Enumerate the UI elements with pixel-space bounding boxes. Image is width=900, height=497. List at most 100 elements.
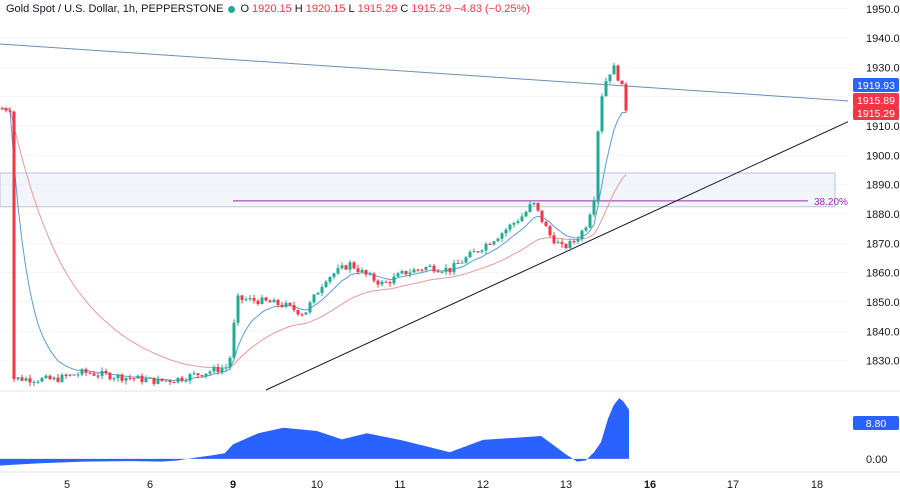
candle-body[interactable] (296, 310, 300, 315)
candle-body[interactable] (172, 382, 176, 384)
candle-body[interactable] (600, 96, 604, 132)
candle-body[interactable] (104, 371, 108, 374)
candle-body[interactable] (348, 262, 352, 270)
candle-body[interactable] (268, 300, 272, 303)
candle-body[interactable] (0, 108, 4, 110)
candle-body[interactable] (408, 272, 412, 275)
candle-body[interactable] (528, 204, 532, 212)
candle-body[interactable] (404, 270, 408, 275)
candle-body[interactable] (316, 292, 320, 295)
candle-body[interactable] (68, 374, 72, 376)
candle-body[interactable] (96, 375, 100, 377)
candle-body[interactable] (580, 230, 584, 240)
candle-body[interactable] (272, 299, 276, 303)
candle-body[interactable] (8, 110, 12, 112)
candle-body[interactable] (504, 229, 508, 234)
candle-body[interactable] (328, 276, 332, 282)
candle-body[interactable] (612, 65, 616, 75)
candle-body[interactable] (248, 298, 252, 300)
candle-body[interactable] (576, 239, 580, 242)
candle-body[interactable] (36, 381, 40, 383)
candle-body[interactable] (448, 267, 452, 273)
candle-body[interactable] (536, 202, 540, 211)
candle-body[interactable] (452, 263, 456, 273)
candle-body[interactable] (252, 298, 256, 301)
candle-body[interactable] (608, 74, 612, 82)
candle-body[interactable] (188, 374, 192, 381)
candle-body[interactable] (244, 299, 248, 301)
candle-body[interactable] (276, 299, 280, 305)
candle-body[interactable] (284, 302, 288, 307)
candle-body[interactable] (424, 267, 428, 270)
candle-body[interactable] (532, 202, 536, 205)
candle-body[interactable] (516, 221, 520, 223)
candle-body[interactable] (340, 265, 344, 269)
candle-body[interactable] (336, 268, 340, 274)
candle-body[interactable] (12, 111, 16, 380)
candle-body[interactable] (616, 65, 620, 81)
candle-body[interactable] (56, 377, 60, 382)
candle-body[interactable] (376, 280, 380, 285)
candle-body[interactable] (556, 242, 560, 244)
candle-body[interactable] (368, 273, 372, 275)
candle-body[interactable] (116, 374, 120, 379)
candle-body[interactable] (624, 84, 628, 111)
candle-body[interactable] (160, 378, 164, 381)
candle-body[interactable] (164, 380, 168, 382)
candle-body[interactable] (380, 281, 384, 285)
candle-body[interactable] (216, 367, 220, 373)
candle-body[interactable] (136, 375, 140, 379)
candle-body[interactable] (620, 80, 624, 85)
candle-body[interactable] (128, 377, 132, 379)
candle-body[interactable] (320, 286, 324, 293)
candle-body[interactable] (420, 269, 424, 271)
candle-body[interactable] (300, 314, 304, 316)
candle-body[interactable] (360, 270, 364, 273)
candle-body[interactable] (192, 373, 196, 375)
fast-moving-average[interactable] (1, 108, 627, 382)
candle-body[interactable] (548, 226, 552, 236)
candle-body[interactable] (232, 322, 236, 358)
candle-body[interactable] (588, 214, 592, 228)
candle-body[interactable] (352, 262, 356, 269)
candle-body[interactable] (440, 271, 444, 273)
candle-body[interactable] (120, 374, 124, 381)
candle-body[interactable] (152, 377, 156, 384)
candle-body[interactable] (596, 131, 600, 201)
candle-body[interactable] (72, 374, 76, 376)
candle-body[interactable] (156, 378, 160, 384)
candle-body[interactable] (364, 270, 368, 275)
candle-body[interactable] (220, 368, 224, 373)
candle-body[interactable] (260, 297, 264, 304)
candle-body[interactable] (460, 262, 464, 264)
candle-body[interactable] (100, 371, 104, 376)
candle-body[interactable] (584, 227, 588, 231)
candle-body[interactable] (200, 375, 204, 377)
candle-body[interactable] (16, 377, 20, 380)
slow-moving-average[interactable] (1, 108, 627, 369)
candle-body[interactable] (412, 269, 416, 273)
candle-body[interactable] (312, 294, 316, 303)
candle-body[interactable] (564, 244, 568, 248)
candle-body[interactable] (468, 252, 472, 258)
oscillator-area[interactable] (0, 398, 629, 466)
candle-body[interactable] (592, 200, 596, 215)
candle-body[interactable] (20, 377, 24, 381)
candle-body[interactable] (568, 241, 572, 248)
candle-body[interactable] (512, 222, 516, 225)
candle-body[interactable] (544, 221, 548, 227)
candle-body[interactable] (332, 273, 336, 277)
candle-body[interactable] (24, 378, 28, 381)
candle-body[interactable] (204, 373, 208, 377)
candle-body[interactable] (64, 374, 68, 376)
candle-body[interactable] (416, 269, 420, 271)
candle-body[interactable] (236, 295, 240, 323)
candle-body[interactable] (444, 267, 448, 272)
candle-body[interactable] (52, 377, 56, 380)
candle-body[interactable] (108, 373, 112, 380)
candle-body[interactable] (432, 265, 436, 272)
candle-body[interactable] (388, 282, 392, 284)
candle-body[interactable] (92, 373, 96, 376)
candle-body[interactable] (464, 257, 468, 263)
